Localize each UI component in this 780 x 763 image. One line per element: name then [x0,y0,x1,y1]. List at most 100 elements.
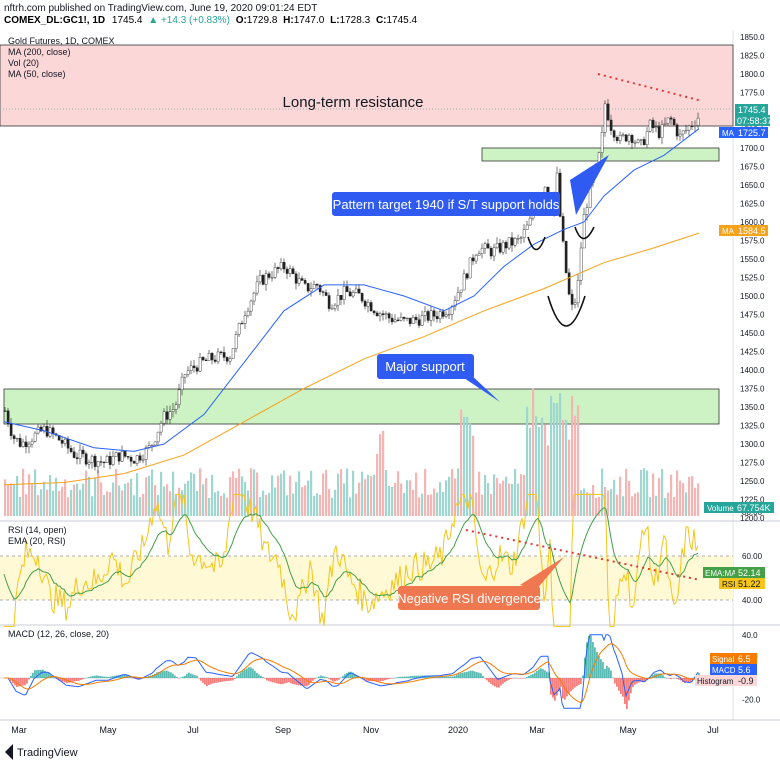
volume-bar [391,487,394,516]
macd-hist-bar [102,676,104,678]
macd-hist-bar [592,641,594,678]
macd-hist-bar [62,678,64,682]
legend-rsi[interactable]: RSI (14, open) [8,525,67,535]
time-axis[interactable]: Mar May Jul Sep Nov 2020 Mar May Jul [11,725,719,735]
candle-body [678,133,682,137]
price-tick-label: 1450.0 [740,329,765,338]
macd-hist-bar [444,676,446,678]
support-callout[interactable] [377,354,474,379]
volume-bar [304,485,307,516]
macd-hist-bar [646,678,648,680]
macd-hist-bar [92,676,94,678]
last-value: 1745.4 [112,15,143,26]
time-tick-label: Jul [707,725,719,735]
macd-hist-bar [84,678,86,679]
macd-hist-bar [244,669,246,678]
legend-macd[interactable]: MACD (12, 26, close, 20) [8,629,109,639]
macd-hist-bar [196,675,198,678]
hist-badge [735,675,757,686]
macd-hist-bar [64,678,66,683]
macd-hist-bar [518,678,520,679]
volume-bar [31,483,34,516]
volume-bar [295,481,298,516]
price-tick-label: 1625.0 [740,199,765,208]
macd-hist-bar [578,678,580,685]
macd-hist-bar [108,677,110,678]
macd-hist-bar [222,678,224,682]
volume-bar [274,487,277,516]
macd-hist-bar [166,670,168,678]
high-value: 1747.0 [294,15,325,26]
major-support-zone [3,388,720,425]
volume-bar [346,468,349,516]
volume-bar [205,478,208,516]
rsi-callout[interactable] [398,586,540,610]
legend-ema[interactable]: EMA (20, RSI) [8,536,66,546]
candle-body [201,357,205,361]
target-callout[interactable] [332,192,560,216]
macd-hist-bar [314,678,316,680]
price-tick-label: 1800.0 [740,70,765,79]
candle-body [189,365,193,371]
volume-bar [511,483,514,516]
macd-hist-bar [460,673,462,678]
macd-hist-bar [602,662,604,678]
volume-bar [682,483,685,516]
macd-hist-bar [458,673,460,678]
macd-hist-bar [524,678,526,679]
timer-badge-text: 07:58:37 [737,116,772,126]
volume-bar [655,495,658,516]
tradingview-logo[interactable]: TradingView [5,744,78,760]
candle-body [264,273,268,285]
candle-body [486,243,490,249]
macd-hist-bar [500,678,502,686]
candle-body [354,288,358,293]
macd-hist-bar [158,671,160,678]
macd-hist-bar [568,678,570,694]
macd-hist-bar [112,676,114,678]
macd-hist-bar [538,669,540,678]
rsi-badge [735,578,765,589]
macd-hist-bar [68,678,70,683]
volume-bar [439,482,442,516]
candle-body [477,253,481,256]
macd-hist-bar [292,678,294,684]
volume-bar [289,475,292,516]
candle-body [207,353,211,361]
candle-body [273,267,277,278]
candle-body [180,376,184,391]
volume-bar [691,476,694,516]
macd-hist-bar [616,678,618,687]
price-tick-label: 1550.0 [740,255,765,264]
legend-vol[interactable]: Vol (20) [8,58,39,68]
candle-body [252,292,256,302]
price-tick-label: 1250.0 [740,477,765,486]
legend-title[interactable]: Gold Futures, 1D, COMEX [8,36,115,46]
price-axis[interactable]: 1200.0 1225.0 1250.0 1275.0 1300.0 1325.0 1350… [740,33,765,523]
candle-body [489,247,493,257]
legend-ma200[interactable]: MA (200, close) [8,47,71,57]
macd-hist-bar [604,669,606,678]
macd-hist-bar [280,678,282,685]
macd-hist-bar [472,670,474,678]
volume-bar [250,468,253,516]
legend-ma50[interactable]: MA (50, close) [8,69,66,79]
macd-hist-bar [24,678,26,686]
volume-bar [145,477,148,516]
macd-hist-bar [338,678,340,680]
macd-hist-bar [430,676,432,678]
resistance-zone [0,44,734,127]
macd-hist-bar [466,671,468,678]
volume-bar [517,483,520,516]
candle-body [132,461,136,464]
macd-hist-bar [530,674,532,678]
macd-hist-bar [534,672,536,678]
macd-hist-bar [456,674,458,678]
candle-body [279,261,283,269]
candle-body [294,273,298,284]
price-badge-text: 1745.4 [738,105,766,115]
volume-bar [82,483,85,516]
macd-hist-bar [528,675,530,678]
timer-badge [735,115,770,126]
